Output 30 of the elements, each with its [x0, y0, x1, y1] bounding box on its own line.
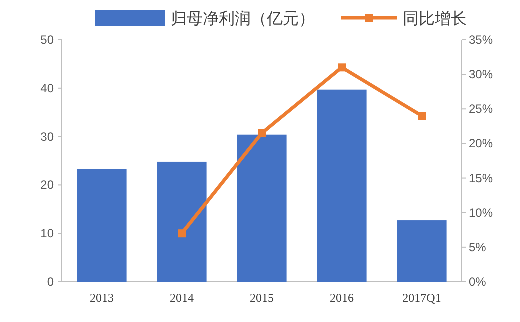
- x-tick-label: 2016: [330, 291, 354, 305]
- x-tick-label: 2017Q1: [402, 291, 442, 305]
- y-tick-label: 40: [40, 81, 54, 96]
- bar: [157, 162, 207, 282]
- legend-label: 同比增长: [403, 10, 467, 28]
- point: [258, 129, 266, 138]
- y-tick-label: 50: [40, 33, 54, 47]
- point: [338, 64, 346, 72]
- bar: [317, 90, 367, 282]
- y-tick-label: 20: [40, 178, 54, 192]
- y2-tick-label: 35%: [469, 33, 494, 47]
- x-tick-label: 2015: [250, 291, 274, 305]
- y2-tick-label: 15%: [469, 171, 494, 186]
- bar: [77, 169, 127, 282]
- x-tick-label: 2014: [170, 291, 194, 305]
- y2-tick-label: 5%: [469, 240, 487, 254]
- y2-tick-label: 0%: [469, 275, 487, 289]
- bar: [237, 134, 287, 282]
- point: [178, 230, 186, 238]
- y-tick-label: 30: [40, 130, 54, 144]
- y2-tick-label: 20%: [469, 136, 494, 151]
- y-tick-label: 10: [40, 226, 54, 241]
- y2-tick-label: 25%: [469, 102, 494, 116]
- legend-label: 归母净利润（亿元）: [171, 10, 315, 28]
- x-tick-label: 2013: [90, 291, 114, 305]
- point: [418, 112, 426, 120]
- bar: [397, 220, 447, 282]
- y2-tick-label: 30%: [469, 68, 494, 82]
- y-tick-label: 0: [47, 275, 54, 289]
- y2-tick-label: 10%: [469, 206, 494, 220]
